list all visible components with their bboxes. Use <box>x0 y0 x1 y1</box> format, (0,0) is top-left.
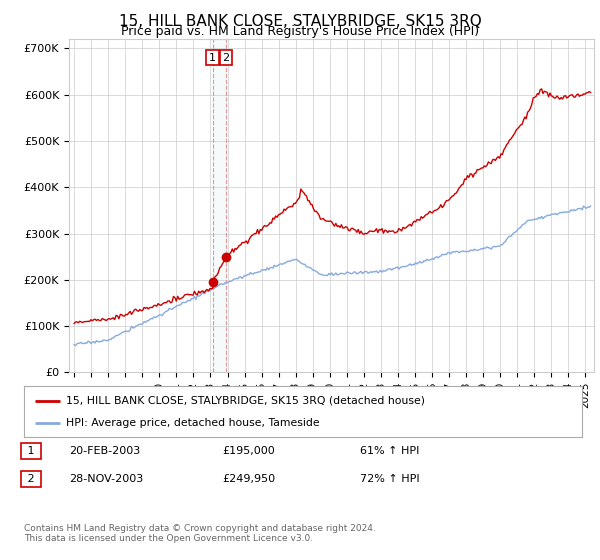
Text: £249,950: £249,950 <box>222 474 275 484</box>
Text: 15, HILL BANK CLOSE, STALYBRIDGE, SK15 3RQ: 15, HILL BANK CLOSE, STALYBRIDGE, SK15 3… <box>119 14 481 29</box>
Bar <box>212 39 226 372</box>
Text: Price paid vs. HM Land Registry's House Price Index (HPI): Price paid vs. HM Land Registry's House … <box>121 25 479 38</box>
Text: 15, HILL BANK CLOSE, STALYBRIDGE, SK15 3RQ (detached house): 15, HILL BANK CLOSE, STALYBRIDGE, SK15 3… <box>66 395 425 405</box>
Text: 1: 1 <box>209 53 216 63</box>
Text: 61% ↑ HPI: 61% ↑ HPI <box>360 446 419 456</box>
Text: 2: 2 <box>223 53 230 63</box>
Text: Contains HM Land Registry data © Crown copyright and database right 2024.
This d: Contains HM Land Registry data © Crown c… <box>24 524 376 543</box>
Text: 72% ↑ HPI: 72% ↑ HPI <box>360 474 419 484</box>
Text: 2: 2 <box>24 474 38 484</box>
Text: 1: 1 <box>24 446 38 456</box>
Text: £195,000: £195,000 <box>222 446 275 456</box>
Text: HPI: Average price, detached house, Tameside: HPI: Average price, detached house, Tame… <box>66 418 319 428</box>
Text: 28-NOV-2003: 28-NOV-2003 <box>69 474 143 484</box>
Text: 20-FEB-2003: 20-FEB-2003 <box>69 446 140 456</box>
